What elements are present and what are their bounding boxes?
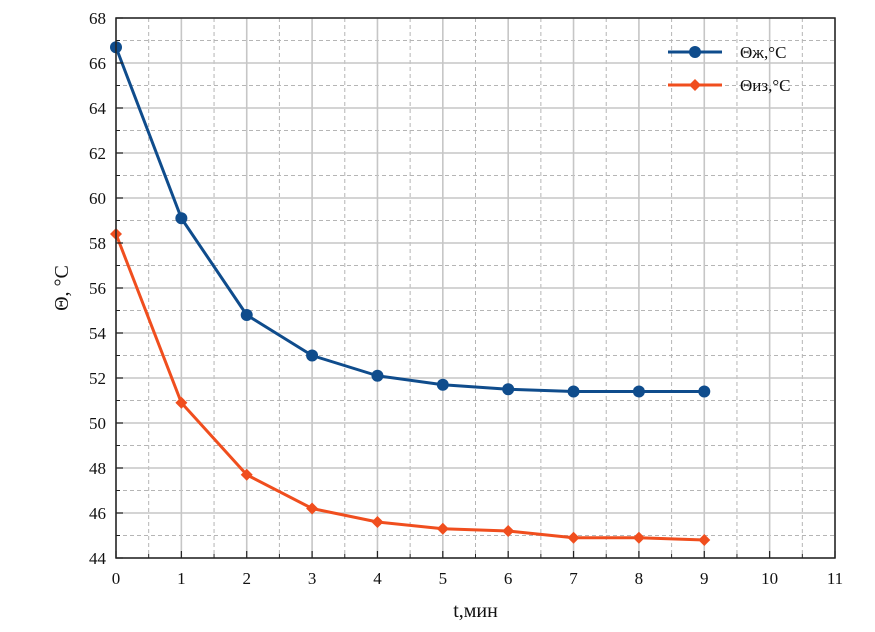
data-point xyxy=(436,378,449,391)
y-tick-label: 50 xyxy=(89,414,106,433)
y-tick-label: 48 xyxy=(89,459,106,478)
axis-ticks xyxy=(115,17,836,559)
data-point xyxy=(240,468,253,481)
series-2 xyxy=(110,228,711,546)
x-tick-label: 9 xyxy=(700,569,709,588)
legend-entry: Θж,°C xyxy=(668,43,786,62)
data-point xyxy=(632,531,645,544)
x-tick-label: 8 xyxy=(635,569,644,588)
y-tick-label: 52 xyxy=(89,369,106,388)
y-tick-label: 64 xyxy=(89,99,107,118)
data-point xyxy=(436,522,449,535)
x-tick-label: 10 xyxy=(761,569,778,588)
y-tick-labels: 44 46 48 50 52 54 56 58 60 62 64 66 68 xyxy=(89,9,107,568)
data-point xyxy=(567,531,580,544)
y-tick-label: 66 xyxy=(89,54,106,73)
series-line xyxy=(114,233,705,542)
series-line xyxy=(114,46,705,393)
y-tick-label: 46 xyxy=(89,504,106,523)
x-tick-labels: 0 1 2 3 4 5 6 7 8 9 10 11 xyxy=(112,569,843,588)
data-point xyxy=(502,525,515,537)
data-point xyxy=(371,516,384,528)
data-point xyxy=(175,212,188,225)
data-point xyxy=(632,385,645,398)
data-point xyxy=(175,396,188,409)
legend-entry: Θиз,°C xyxy=(668,76,790,95)
x-tick-label: 0 xyxy=(112,569,121,588)
x-tick-label: 7 xyxy=(569,569,578,588)
data-point xyxy=(698,385,711,398)
series-1 xyxy=(110,41,711,398)
data-point xyxy=(698,534,711,546)
x-tick-label: 5 xyxy=(439,569,448,588)
data-point xyxy=(240,309,253,321)
legend: Θж,°C Θиз,°C xyxy=(668,43,790,95)
y-tick-label: 58 xyxy=(89,234,106,253)
legend-marker xyxy=(689,46,701,58)
y-tick-label: 56 xyxy=(89,279,106,298)
y-tick-label: 54 xyxy=(89,324,107,343)
series-layer xyxy=(110,41,711,546)
legend-marker xyxy=(689,79,701,91)
y-tick-label: 44 xyxy=(89,549,107,568)
y-tick-label: 62 xyxy=(89,144,106,163)
x-tick-label: 3 xyxy=(308,569,317,588)
x-tick-label: 1 xyxy=(177,569,186,588)
legend-label: Θж,°C xyxy=(740,43,786,62)
x-tick-label: 2 xyxy=(242,569,251,588)
x-axis-label: t,мин xyxy=(453,600,498,622)
x-tick-label: 6 xyxy=(504,569,513,588)
x-tick-label: 4 xyxy=(373,569,382,588)
y-tick-label: 60 xyxy=(89,189,106,208)
data-point xyxy=(371,369,384,382)
legend-label: Θиз,°C xyxy=(740,76,790,95)
data-point xyxy=(567,385,580,398)
major-grid xyxy=(115,17,836,559)
x-tick-label: 11 xyxy=(827,569,843,588)
data-point xyxy=(502,383,515,396)
y-axis-label: Θ, °C xyxy=(51,265,73,311)
y-tick-label: 68 xyxy=(89,9,106,28)
data-point xyxy=(306,502,319,515)
data-point xyxy=(306,349,319,362)
